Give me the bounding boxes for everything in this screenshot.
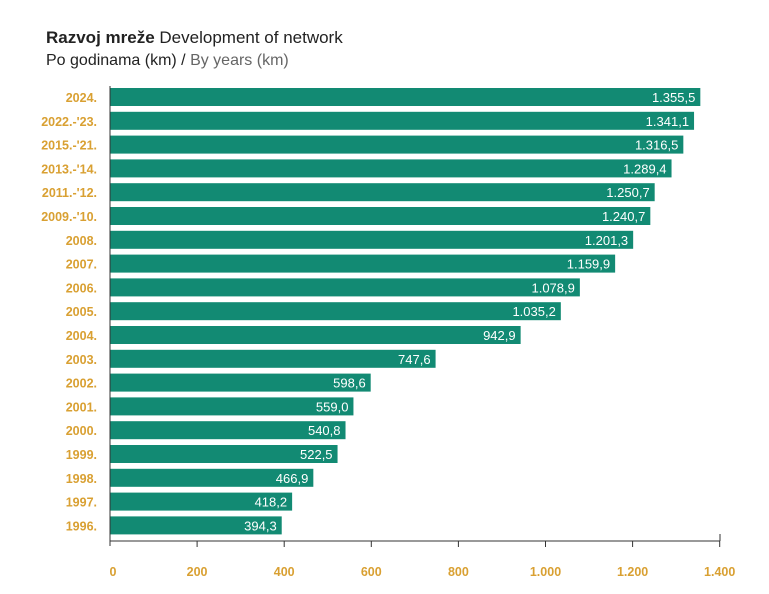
bar-value-label: 1.250,7 <box>606 185 649 200</box>
bar-value-label: 418,2 <box>255 495 288 510</box>
chart-subtitle: Po godinama (km) / By years (km) <box>46 52 289 70</box>
category-label: 1999. <box>66 448 97 462</box>
category-label: 2000. <box>66 424 97 438</box>
bar <box>110 516 282 535</box>
chart-title-bold: Razvoj mreže <box>46 28 155 47</box>
bar-value-label: 1.035,2 <box>512 304 555 319</box>
category-label: 2004. <box>66 329 97 343</box>
chart-subtitle-english: By years (km) <box>190 52 289 69</box>
bar-value-label: 1.240,7 <box>602 209 645 224</box>
bar-value-label: 942,9 <box>483 328 516 343</box>
chart-title: Razvoj mreže Development of network <box>46 28 343 48</box>
bar-value-label: 1.316,5 <box>635 138 678 153</box>
bar-value-label: 598,6 <box>333 376 366 391</box>
bar-value-label: 1.289,4 <box>623 161 666 176</box>
category-label: 2001. <box>66 400 97 414</box>
category-label: 1998. <box>66 472 97 486</box>
category-label: 2007. <box>66 258 97 272</box>
category-label: 2005. <box>66 305 97 319</box>
bar <box>110 88 701 106</box>
bar-value-label: 1.341,1 <box>646 114 689 129</box>
bar <box>110 373 371 392</box>
bar <box>110 135 684 154</box>
x-tick-label: 1.400 <box>704 565 735 579</box>
bar <box>110 397 354 416</box>
category-label: 2015.-'21. <box>41 139 97 153</box>
bar <box>110 445 338 463</box>
bar <box>110 111 695 130</box>
category-label: 2011.-'12. <box>42 186 97 200</box>
category-label: 2006. <box>66 281 97 295</box>
bar <box>110 349 436 368</box>
bar <box>110 230 634 249</box>
bar-value-label: 522,5 <box>300 447 333 462</box>
category-label: 1996. <box>66 519 97 533</box>
x-tick-label: 1.000 <box>530 565 561 579</box>
bar-value-label: 394,3 <box>244 518 277 533</box>
category-label: 2008. <box>66 234 97 248</box>
x-tick-label: 1.200 <box>617 565 648 579</box>
category-label: 2022.-'23. <box>41 115 97 129</box>
x-tick-label: 400 <box>274 565 295 579</box>
x-tick-label: 800 <box>448 565 469 579</box>
bar <box>110 421 346 440</box>
bar <box>110 326 521 344</box>
bar-value-label: 1.201,3 <box>585 233 628 248</box>
x-tick-label: 200 <box>187 565 208 579</box>
bar <box>110 492 293 511</box>
bar <box>110 183 655 202</box>
category-label: 2003. <box>66 353 97 367</box>
category-label: 1997. <box>66 496 97 510</box>
category-label: 2009.-'10. <box>41 210 97 224</box>
bar-value-label: 1.355,5 <box>652 90 695 105</box>
x-tick-label: 600 <box>361 565 382 579</box>
bar <box>110 159 672 178</box>
x-tick-label: 0 <box>110 565 117 579</box>
bar <box>110 207 651 225</box>
chart-title-english: Development of network <box>159 28 343 47</box>
bar-value-label: 747,6 <box>398 352 431 367</box>
bar-value-label: 466,9 <box>276 471 309 486</box>
bar-value-label: 559,0 <box>316 399 349 414</box>
category-label: 2002. <box>66 377 97 391</box>
category-label: 2013.-'14. <box>41 162 97 176</box>
bar <box>110 278 580 297</box>
bar-value-label: 1.078,9 <box>531 280 574 295</box>
bar <box>110 302 561 321</box>
bar <box>110 468 314 487</box>
category-label: 2024. <box>66 91 97 105</box>
chart-subtitle-main: Po godinama (km) / <box>46 52 186 69</box>
bar-value-label: 1.159,9 <box>567 257 610 272</box>
bar <box>110 254 616 273</box>
bar-value-label: 540,8 <box>308 423 341 438</box>
